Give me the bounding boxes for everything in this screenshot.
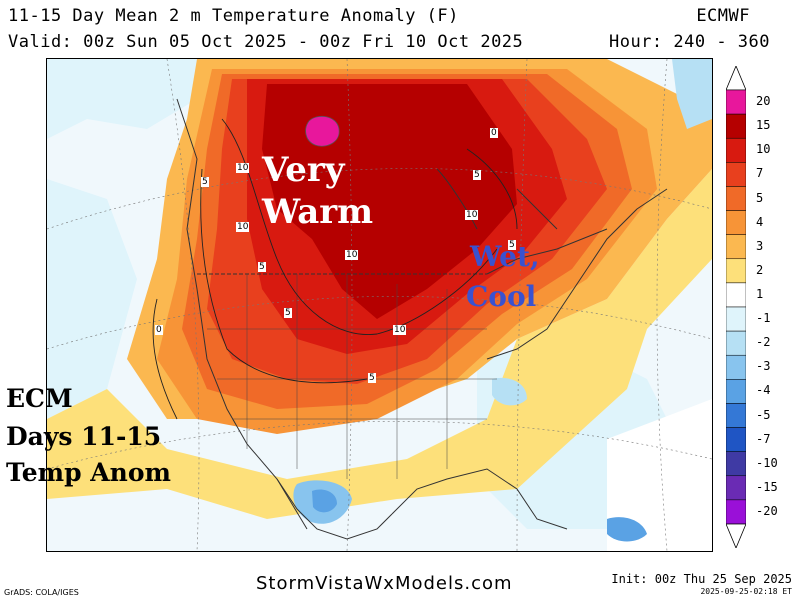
colorbar-tick-label: 4 (756, 214, 764, 229)
colorbar-tick-label: 3 (756, 238, 764, 253)
valid-time-range: Valid: 00z Sun 05 Oct 2025 - 00z Fri 10 … (8, 32, 524, 52)
contour-label: 10 (393, 325, 407, 335)
colorbar-tick-label: 20 (756, 94, 771, 109)
colorbar-tick-label: 15 (756, 118, 771, 133)
colorbar-tick-label: -15 (756, 479, 778, 494)
temperature-anomaly-map (46, 58, 713, 552)
map-graphic (47, 59, 712, 551)
colorbar-tick-label: -3 (756, 359, 771, 374)
colorbar-swatch (726, 354, 746, 380)
colorbar-bottom-arrow (726, 523, 746, 548)
colorbar-swatch (726, 475, 746, 501)
colorbar (726, 66, 746, 548)
colorbar-swatch (726, 234, 746, 260)
wet-cool-label-line1: Wet, (470, 240, 540, 273)
init-time: Init: 00z Thu 25 Sep 2025 (611, 572, 792, 586)
colorbar-tick-label: 2 (756, 262, 764, 277)
contour-label: 5 (284, 308, 292, 318)
colorbar-swatch (726, 258, 746, 284)
contour-label: 10 (236, 163, 250, 173)
contour-label: 5 (258, 262, 266, 272)
colorbar-tick-label: 5 (756, 190, 764, 205)
colorbar-tick-label: -5 (756, 407, 771, 422)
map-title: 11-15 Day Mean 2 m Temperature Anomaly (… (8, 6, 459, 26)
colorbar-swatch (726, 499, 746, 525)
ecm-caption-line3: Temp Anom (6, 458, 171, 487)
forecast-hour-range: Hour: 240 - 360 (608, 32, 770, 52)
colorbar-swatch (726, 306, 746, 332)
colorbar-swatch (726, 330, 746, 356)
contour-label: 0 (490, 128, 498, 138)
contour-label: 10 (345, 250, 359, 260)
contour-label: 5 (508, 240, 516, 250)
colorbar-swatch (726, 210, 746, 235)
ecm-caption-line1: ECM (6, 384, 73, 413)
colorbar-tick-label: 1 (756, 286, 764, 301)
colorbar-top-arrow (726, 66, 746, 91)
contour-label: 10 (465, 210, 479, 220)
generation-timestamp: 2025-09-25-02:18 ET (700, 587, 792, 596)
colorbar-swatch (726, 113, 746, 139)
colorbar-tick-label: -4 (756, 383, 771, 398)
grads-credit: GrADS: COLA/IGES (4, 588, 79, 597)
very-warm-label-line2: Warm (262, 192, 374, 232)
colorbar-tick-label: -2 (756, 335, 771, 350)
contour-label: 5 (368, 373, 376, 383)
colorbar-swatch (726, 451, 746, 477)
wet-cool-label-line2: Cool (466, 280, 537, 313)
colorbar-swatch (726, 162, 746, 187)
colorbar-swatch (726, 89, 746, 115)
colorbar-swatch (726, 379, 746, 404)
colorbar-swatch (726, 137, 746, 163)
colorbar-swatch (726, 282, 746, 308)
contour-label: 5 (473, 170, 481, 180)
contour-label: 10 (236, 222, 250, 232)
colorbar-swatch (726, 427, 746, 452)
model-name: ECMWF (696, 6, 750, 26)
colorbar-tick-label: -1 (756, 311, 771, 326)
ecm-caption-line2: Days 11-15 (6, 422, 162, 451)
colorbar-tick-label: 10 (756, 142, 771, 157)
very-warm-label-line1: Very (262, 150, 345, 190)
colorbar-tick-label: -10 (756, 455, 778, 470)
colorbar-swatch (726, 403, 746, 428)
contour-label: 0 (155, 325, 163, 335)
colorbar-tick-label: 7 (756, 166, 764, 181)
contour-label: 5 (201, 177, 209, 187)
colorbar-tick-label: -7 (756, 431, 771, 446)
site-name: StormVistaWxModels.com (256, 573, 513, 594)
colorbar-swatch (726, 186, 746, 211)
colorbar-tick-label: -20 (756, 503, 778, 518)
